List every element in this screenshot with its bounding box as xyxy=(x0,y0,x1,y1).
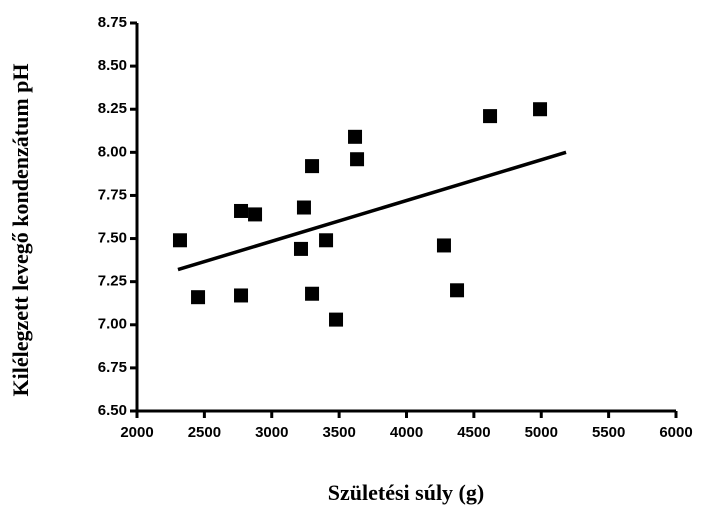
y-tick-label: 7.50 xyxy=(98,230,127,247)
y-tick-label: 7.25 xyxy=(98,273,127,290)
point xyxy=(348,129,363,144)
y-tick-label: 8.50 xyxy=(98,57,127,74)
point xyxy=(172,233,187,248)
point xyxy=(305,159,320,174)
point xyxy=(234,203,249,218)
trend-line xyxy=(177,150,567,272)
y-tick-label: 6.50 xyxy=(98,402,127,419)
point xyxy=(533,102,548,117)
x-tick-label: 4000 xyxy=(390,424,423,441)
x-tick-label: 3500 xyxy=(322,424,355,441)
point xyxy=(296,200,311,215)
point xyxy=(319,233,334,248)
x-tick-label: 5500 xyxy=(592,424,625,441)
point xyxy=(450,283,465,298)
y-tick-label: 8.75 xyxy=(98,14,127,31)
point xyxy=(350,152,365,167)
point xyxy=(436,238,451,253)
y-tick-label: 6.75 xyxy=(98,359,127,376)
point xyxy=(329,312,344,327)
point xyxy=(305,286,320,301)
x-tick-label: 2500 xyxy=(188,424,221,441)
point xyxy=(248,207,263,222)
point xyxy=(234,288,249,303)
y-tick-label: 7.00 xyxy=(98,316,127,333)
x-axis-label: Születési súly (g) xyxy=(328,480,484,505)
x-tick-label: 3000 xyxy=(255,424,288,441)
y-axis-label: Kilélegzett levegő kondenzátum pH xyxy=(8,63,33,396)
point xyxy=(191,290,206,305)
y-tick-label: 7.75 xyxy=(98,186,127,203)
y-tick-label: 8.00 xyxy=(98,143,127,160)
x-tick-label: 2000 xyxy=(120,424,153,441)
x-tick-label: 5000 xyxy=(525,424,558,441)
x-tick-label: 4500 xyxy=(457,424,490,441)
point xyxy=(293,241,308,256)
x-tick-label: 6000 xyxy=(659,424,692,441)
y-tick-label: 8.25 xyxy=(98,100,127,117)
point xyxy=(483,109,498,124)
